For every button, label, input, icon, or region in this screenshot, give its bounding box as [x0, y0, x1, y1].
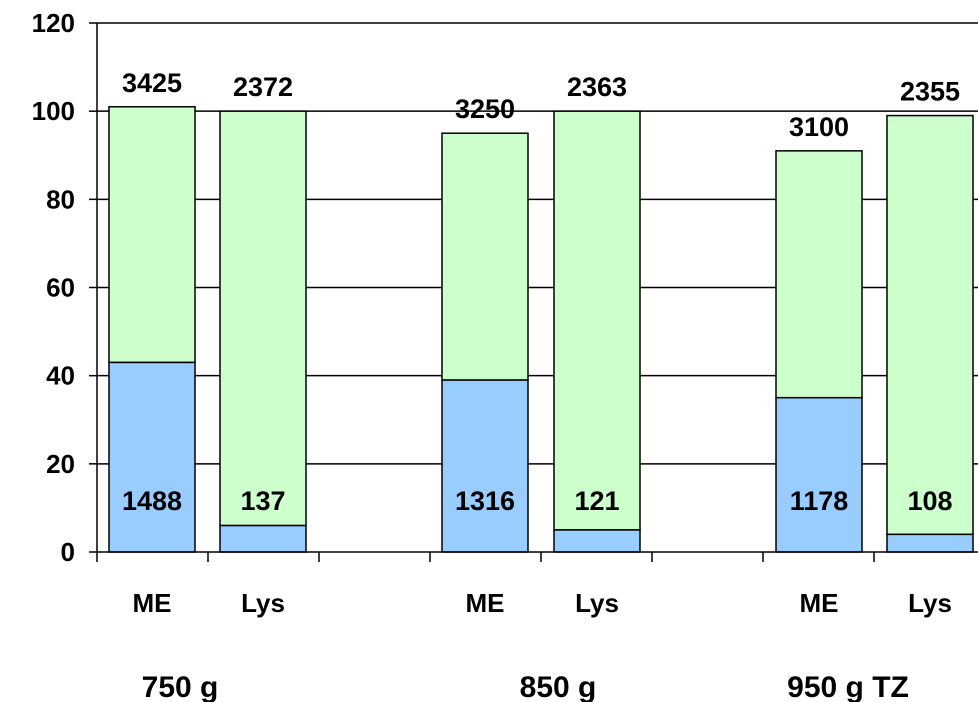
x-category-label: ME [466, 588, 505, 618]
x-group-label: 950 g TZ [787, 671, 909, 702]
x-group-label: 850 g [520, 671, 597, 702]
y-tick-label: 80 [46, 184, 75, 214]
bar-lower-label: 137 [240, 486, 285, 516]
bar-top-label: 3100 [789, 112, 849, 142]
x-category-label: ME [800, 588, 839, 618]
bar-upper-segment [775, 150, 863, 399]
bar-lower-label: 121 [574, 486, 619, 516]
axes [89, 22, 978, 562]
x-category-label: Lys [908, 588, 952, 618]
bars [108, 106, 974, 553]
bar-top-label: 2363 [567, 72, 627, 102]
bar-lower-segment [441, 379, 529, 553]
bar-lower-segment [775, 396, 863, 553]
bar-lower-label: 1316 [455, 486, 515, 516]
x-category-label: ME [133, 588, 172, 618]
x-group-label: 750 g [142, 671, 219, 702]
bar-lower-segment [886, 533, 974, 553]
bar-upper-segment [886, 114, 974, 536]
bar-lower-label: 1488 [122, 486, 182, 516]
bar-lower-segment [553, 529, 641, 553]
labels: 0 20 40 60 80 100 120 3425 1488 ME 2372 137 Lys 750 g… [32, 8, 960, 702]
y-tick-label: 40 [46, 361, 75, 391]
bar-upper-segment [108, 106, 196, 364]
bar-lower-segment [108, 361, 196, 553]
bar-upper-segment [441, 132, 529, 381]
bar-top-label: 2372 [233, 72, 293, 102]
bar-upper-segment [553, 110, 641, 531]
bar-lower-label: 1178 [790, 486, 849, 516]
bar-lower-segment [219, 524, 307, 553]
y-tick-label: 100 [32, 96, 75, 126]
y-tick-label: 20 [46, 449, 75, 479]
bar-top-label: 3250 [455, 94, 515, 124]
y-tick-label: 60 [46, 273, 75, 303]
bar-top-label: 2355 [900, 77, 960, 107]
bar-lower-label: 108 [907, 486, 952, 516]
x-category-label: Lys [575, 588, 619, 618]
x-category-label: Lys [241, 588, 285, 618]
bar-top-label: 3425 [122, 68, 182, 98]
bar-upper-segment [219, 110, 307, 527]
y-tick-label: 120 [32, 8, 75, 38]
y-tick-label: 0 [61, 537, 75, 567]
